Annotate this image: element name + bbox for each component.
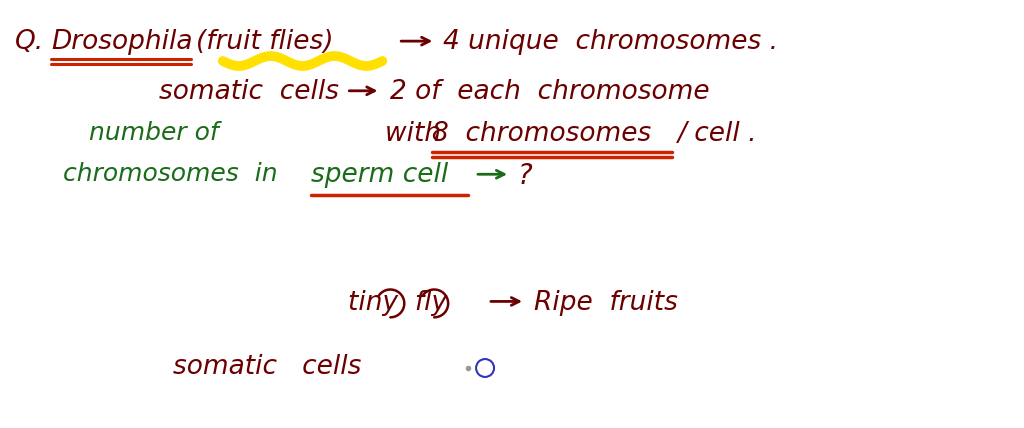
Text: / cell .: / cell . (678, 121, 757, 147)
Text: somatic  cells: somatic cells (159, 79, 339, 105)
Text: with: with (385, 121, 450, 147)
Text: sperm cell: sperm cell (310, 162, 447, 188)
Text: ?: ? (518, 162, 532, 190)
Text: (fruit flies): (fruit flies) (196, 29, 334, 55)
Text: number of: number of (89, 121, 219, 145)
Text: 2 of  each  chromosome: 2 of each chromosome (390, 79, 710, 105)
Text: Q.: Q. (15, 29, 44, 55)
Text: 4 unique  chromosomes .: 4 unique chromosomes . (443, 29, 778, 55)
Text: somatic   cells: somatic cells (173, 354, 361, 380)
Text: chromosomes  in: chromosomes in (63, 162, 278, 186)
Text: tiny  fly: tiny fly (348, 289, 447, 315)
Text: Ripe  fruits: Ripe fruits (534, 289, 678, 315)
Text: 8  chromosomes: 8 chromosomes (432, 121, 651, 147)
Text: Drosophila: Drosophila (51, 29, 193, 55)
